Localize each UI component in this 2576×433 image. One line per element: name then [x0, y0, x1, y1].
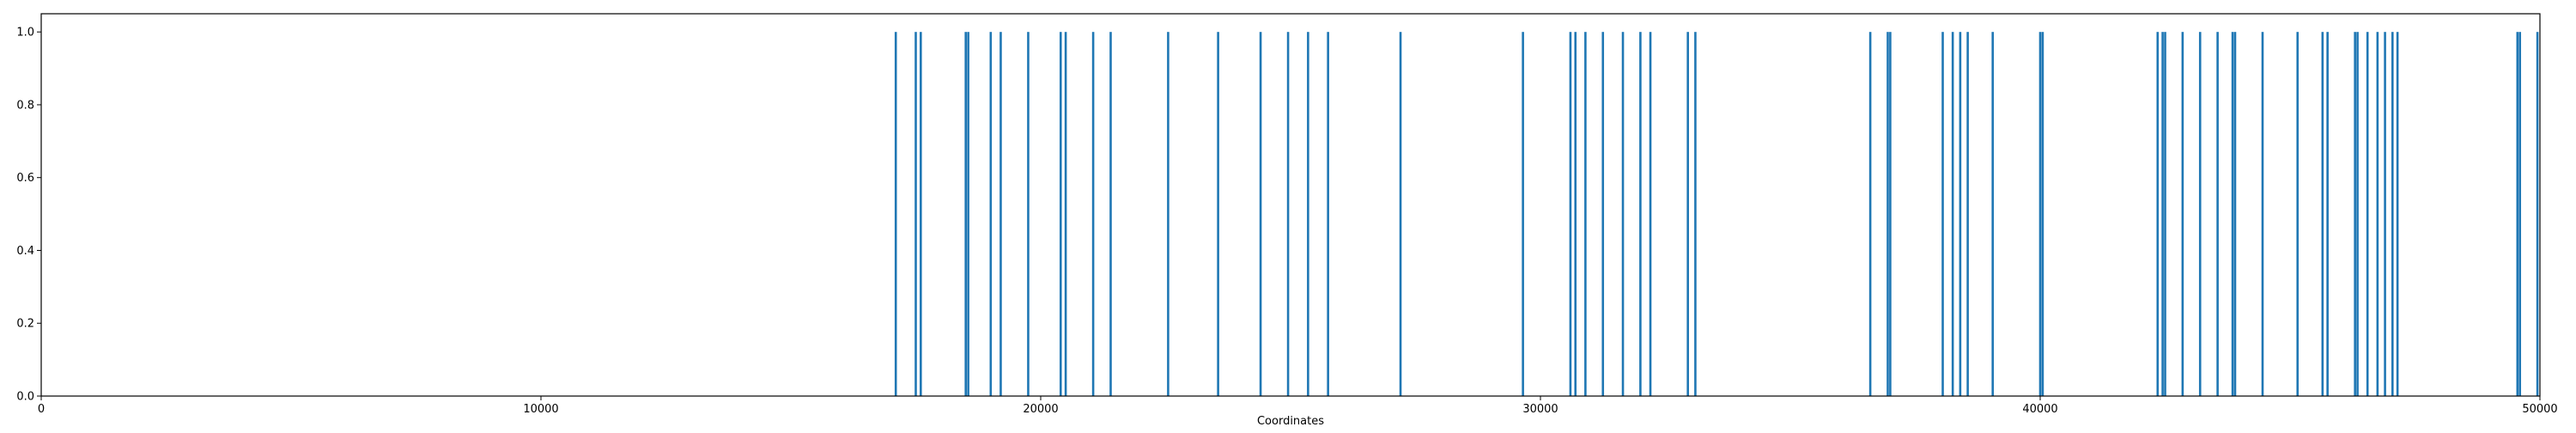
bar — [1064, 32, 1067, 396]
x-tick-label: 30000 — [1522, 403, 1558, 416]
bar — [1649, 32, 1652, 396]
bar — [1259, 32, 1262, 396]
bar — [1569, 32, 1572, 396]
y-axis-ticks: 0.0 0.2 0.4 0.6 0.8 1.0 — [16, 27, 41, 404]
bar — [2038, 32, 2042, 396]
y-tick-label: 1.0 — [16, 27, 34, 40]
bar — [1522, 32, 1524, 396]
bar — [2536, 32, 2539, 396]
y-tick-label: 0.4 — [16, 245, 34, 258]
bar — [2326, 32, 2329, 396]
bar — [2396, 32, 2399, 396]
bar — [1694, 32, 1697, 396]
bar — [2156, 32, 2160, 396]
bar — [1399, 32, 1402, 396]
bar — [999, 32, 1002, 396]
bar — [1686, 32, 1689, 396]
bar — [1217, 32, 1219, 396]
bar — [2518, 32, 2522, 396]
bar — [2366, 32, 2369, 396]
bar — [1868, 32, 1872, 396]
bar — [2356, 32, 2359, 396]
bar — [1307, 32, 1309, 396]
bar — [1091, 32, 1095, 396]
axes-frame — [40, 13, 2541, 397]
bar — [920, 32, 922, 396]
bar — [964, 32, 967, 396]
bar — [1621, 32, 1625, 396]
bar — [1286, 32, 1290, 396]
bar — [914, 32, 917, 396]
bar — [1327, 32, 1329, 396]
bar — [1109, 32, 1112, 396]
x-axis-ticks: 0 10000 20000 30000 40000 50000 — [38, 396, 2558, 416]
bar — [1059, 32, 1062, 396]
bars-layer — [894, 32, 2539, 396]
bar — [2376, 32, 2379, 396]
bar — [2198, 32, 2202, 396]
bar — [967, 32, 969, 396]
y-tick-label: 0.8 — [16, 99, 34, 112]
bar — [1584, 32, 1587, 396]
x-axis-label: Coordinates — [1257, 415, 1324, 428]
bar — [1941, 32, 1944, 396]
bar — [1167, 32, 1170, 396]
bar — [2233, 32, 2237, 396]
bar — [2261, 32, 2264, 396]
bar — [1889, 32, 1892, 396]
bar — [1991, 32, 1995, 396]
bar — [1574, 32, 1577, 396]
x-tick-label: 20000 — [1023, 403, 1058, 416]
y-tick-label: 0.0 — [16, 391, 34, 404]
y-tick-label: 0.6 — [16, 172, 34, 185]
bar — [1027, 32, 1030, 396]
x-tick-label: 10000 — [523, 403, 558, 416]
bar — [1601, 32, 1605, 396]
bar — [2164, 32, 2166, 396]
y-tick-label: 0.2 — [16, 318, 34, 331]
bar — [2321, 32, 2324, 396]
bar — [1951, 32, 1954, 396]
bar — [1959, 32, 1962, 396]
bar — [2231, 32, 2234, 396]
bar — [2384, 32, 2386, 396]
x-tick-label: 40000 — [2022, 403, 2057, 416]
bar — [2296, 32, 2300, 396]
x-tick-label: 50000 — [2522, 403, 2557, 416]
bar — [894, 32, 897, 396]
bar — [989, 32, 993, 396]
bar — [2516, 32, 2519, 396]
bar — [2161, 32, 2164, 396]
bar — [1886, 32, 1889, 396]
bar — [2041, 32, 2044, 396]
bar — [1639, 32, 1642, 396]
bar — [2216, 32, 2219, 396]
bar — [2354, 32, 2356, 396]
bar — [2391, 32, 2394, 396]
x-tick-label: 0 — [38, 403, 45, 416]
bar — [1966, 32, 1969, 396]
bar — [2181, 32, 2184, 396]
